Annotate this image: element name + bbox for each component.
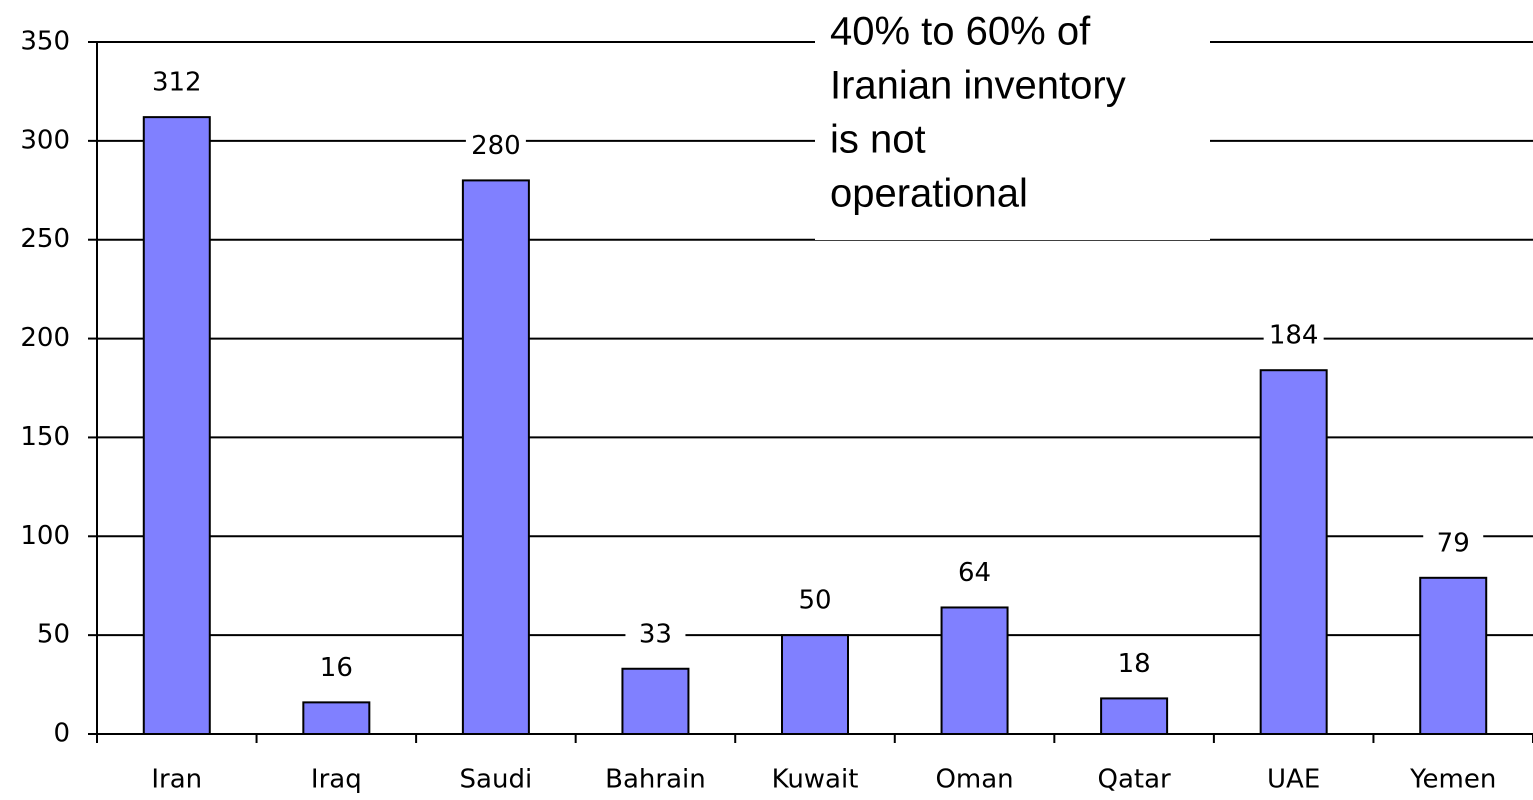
y-tick-label: 350 [20,27,70,57]
bar [1419,576,1488,736]
bar [1259,369,1328,735]
annotation: is not [830,118,926,162]
y-tick-label: 100 [20,521,70,551]
value-label-bg [1104,646,1165,681]
value-label-bg [306,650,367,685]
value-label: 79 [1437,528,1470,558]
y-tick-label: 50 [37,620,70,650]
value-label: 312 [152,68,202,98]
value-label: 64 [958,558,991,588]
value-label: 50 [798,586,831,616]
x-tick-label: Saudi [460,765,533,795]
y-tick-label: 300 [20,125,70,155]
value-label: 280 [471,131,521,161]
y-tick-label: 250 [20,224,70,254]
value-label-bg [1263,318,1324,353]
bar [302,701,371,736]
bar [1100,697,1169,736]
bar [142,116,211,736]
y-tick-label: 150 [20,422,70,452]
annotation: Iranian inventory [830,64,1126,108]
y-tick-label: 0 [53,719,70,749]
value-label-bg [944,555,1005,590]
x-tick-label: Iraq [311,765,362,795]
x-tick-label: Oman [935,765,1013,795]
x-tick-label: UAE [1267,765,1320,795]
x-tick-label: Qatar [1098,765,1172,795]
bar [461,179,530,735]
bar [621,667,690,735]
value-label-bg [465,128,526,163]
value-label: 33 [639,619,672,649]
value-label: 184 [1269,321,1319,351]
value-label: 16 [320,653,353,683]
bar [940,606,1009,735]
value-label-bg [625,616,686,651]
annotation: operational [830,172,1028,216]
bar [781,634,849,736]
value-label-bg [785,583,845,618]
value-label-bg [1423,525,1484,560]
annotation-box [815,18,1210,240]
x-tick-label: Iran [151,765,202,795]
x-tick-label: Yemen [1409,765,1496,795]
x-tick-label: Kuwait [772,765,859,795]
value-label-bg [146,65,207,100]
x-tick-label: Bahrain [605,765,706,795]
annotation: 40% to 60% of [830,10,1091,54]
y-tick-label: 200 [20,323,70,353]
value-label: 18 [1118,649,1151,679]
